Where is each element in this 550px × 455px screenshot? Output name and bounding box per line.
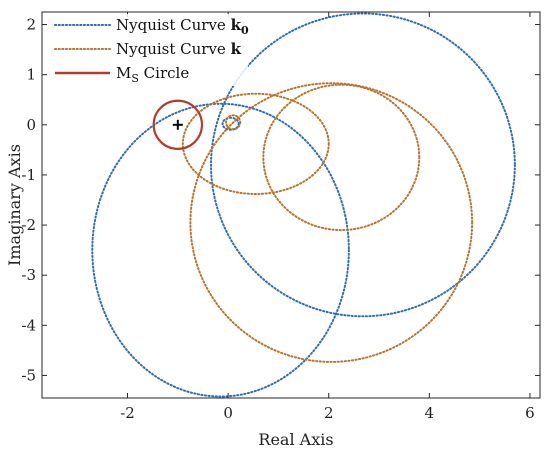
legend: Nyquist Curve k0 Nyquist Curve k MS Circle: [48, 14, 249, 86]
legend-label-2: MS Circle: [116, 64, 189, 85]
y-tick-label: 0: [26, 116, 36, 134]
legend-label-1: Nyquist Curve k: [116, 40, 242, 58]
axes: -2 0 2 4 6 -5 -4 -3 -2 -1 0 1 2: [21, 11, 541, 422]
y-tick-label: -4: [21, 316, 36, 334]
y-tick-label: -3: [21, 266, 36, 284]
series-k-origin-loop: [225, 114, 242, 131]
legend-label-0: Nyquist Curve k0: [116, 16, 249, 37]
plot-curves: [91, 12, 516, 398]
x-axis-title: Real Axis: [258, 430, 333, 449]
x-tick-label: 0: [223, 404, 233, 422]
series-k0-lower-loop: [91, 102, 350, 398]
x-tick-label: 6: [525, 404, 535, 422]
axes-box: [41, 11, 541, 399]
series-k-loop-1: [181, 92, 330, 195]
x-tick-label: 2: [324, 404, 334, 422]
x-tick-label: -2: [120, 404, 135, 422]
y-tick-label: -2: [21, 216, 36, 234]
x-tick-label: 4: [425, 404, 435, 422]
series-k0-large-loop: [210, 12, 516, 318]
y-tick-label: -5: [21, 366, 36, 384]
plot-area: [91, 12, 516, 398]
series-k-upper-loop: [262, 83, 421, 232]
y-axis-title: Imaginary Axis: [5, 144, 24, 266]
y-tick-label: 1: [26, 66, 36, 84]
ms-circle: [152, 99, 204, 150]
y-tick-label: 2: [26, 16, 36, 34]
series-k-loop-0: [189, 82, 474, 363]
series-k0-origin-loop: [221, 116, 240, 131]
y-tick-label: -1: [21, 166, 36, 184]
